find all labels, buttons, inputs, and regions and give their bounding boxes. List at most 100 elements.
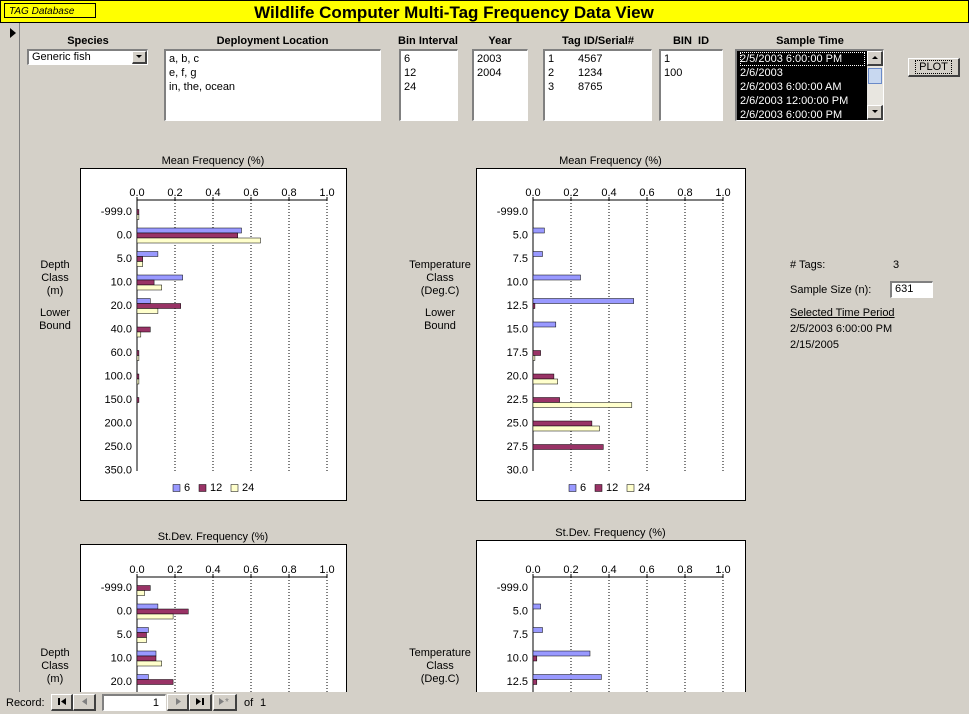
bar [532,251,543,257]
legend-swatch [172,484,181,492]
x-tick-label: 0.2 [563,187,578,199]
list-item[interactable]: 2/6/2003 [740,67,783,79]
y-axis-note: Bound [424,320,456,332]
list-item[interactable]: 1 [664,53,671,65]
list-item[interactable]: 2/6/2003 6:00:00 AM [740,81,842,93]
bar [136,632,147,638]
record-of: of [244,697,254,709]
list-item[interactable]: 2003 [477,53,502,65]
y-tick-label: 250.0 [104,441,132,453]
list-item[interactable]: 100 [664,67,683,79]
x-tick-label: 0.8 [281,187,296,199]
y-tick-label: 0.0 [117,605,132,617]
list-item[interactable]: 24 [404,81,417,93]
species-label: Species [67,35,109,47]
last-record[interactable] [189,694,212,711]
combo-dropdown[interactable] [132,51,147,64]
prev-icon [82,698,87,705]
x-tick-label: 0.4 [205,564,220,576]
y-tick-label: 15.0 [507,323,528,335]
list-item[interactable]: 2/6/2003 12:00:00 PM [740,95,849,107]
list-item[interactable]: 2004 [477,67,502,79]
sample-size-value: 631 [895,283,914,295]
bar [532,627,543,633]
deployment-label: Deployment Location [216,35,329,47]
y-axis-note: Lower [425,307,455,319]
list-item[interactable]: e, f, g [169,67,197,79]
scroll-up[interactable] [867,51,883,66]
legend-label: 6 [580,482,586,494]
list-item[interactable]: 2/5/2003 6:00:00 PM [740,52,865,66]
scroll-thumb[interactable] [868,68,882,84]
last-icon [196,698,204,705]
x-tick-label: 1.0 [319,187,334,199]
bar [532,321,557,328]
x-tick-label: 0.6 [639,564,654,576]
list-item[interactable]: a, b, c [169,53,199,65]
year-list[interactable]: 2003 2004 [472,49,528,121]
species-combo[interactable]: Generic fish [27,49,148,65]
bar [136,274,183,281]
list-item[interactable]: in, the, ocean [169,81,236,93]
y-axis-label: Depth [40,647,69,659]
chart-frame [80,544,347,705]
period-start: 2/5/2003 6:00:00 PM [790,323,893,335]
y-tick-label: 10.0 [507,276,528,288]
bar [532,355,536,361]
y-tick-label: 17.5 [507,347,528,359]
next-record[interactable] [167,694,189,711]
x-tick-label: 1.0 [715,564,730,576]
legend-label: 24 [242,482,254,494]
scroll-down[interactable] [867,105,883,120]
first-record[interactable] [51,694,73,711]
tag-row[interactable]: 3 8765 [548,80,648,94]
y-axis-label: (m) [47,285,64,297]
bar [532,274,581,281]
chart-title: St.Dev. Frequency (%) [555,527,665,539]
record-selector[interactable] [0,23,20,692]
tag-row[interactable]: 2 1234 [548,66,648,80]
legend-swatch [198,484,207,492]
sample-time-list[interactable]: 2/5/2003 6:00:00 PM 2/6/2003 2/6/2003 6:00… [735,49,884,121]
list-item[interactable]: 12 [404,67,417,79]
x-tick-label: 1.0 [319,564,334,576]
x-tick-label: 0.8 [281,564,296,576]
new-record[interactable]: * [213,694,237,711]
sample-size-field[interactable]: 631 [890,281,933,298]
y-axis-note: Bound [39,320,71,332]
bin-interval-list[interactable]: 6 12 24 [399,49,458,121]
x-tick-label: 0.4 [205,187,220,199]
deployment-list[interactable]: a, b, c e, f, g in, the, ocean [164,49,381,121]
legend-swatch [568,484,577,492]
chart-title: Mean Frequency (%) [559,155,662,167]
list-item[interactable]: 6 [404,53,411,65]
prev-record[interactable] [73,694,96,711]
tag-id-list[interactable]: 1 4567 2 1234 3 8765 [543,49,652,121]
y-tick-label: 60.0 [111,347,132,359]
list-item[interactable]: 2/6/2003 6:00:00 PM [740,109,843,121]
plot-button[interactable]: PLOT [908,58,960,77]
record-field[interactable]: 1 [102,694,166,711]
tag-row[interactable]: 1 4567 [548,52,648,66]
y-tick-label: 40.0 [111,323,132,335]
y-axis-label: Class [426,272,454,284]
x-tick-label: 0.8 [677,187,692,199]
bin-id-list[interactable]: 1 100 [659,49,723,121]
app-label: TAG Database [4,3,96,18]
bin-interval-label: Bin Interval [398,35,458,47]
y-tick-label: 25.0 [507,417,528,429]
bar [136,603,159,610]
bar [136,655,157,662]
legend-swatch [594,484,603,492]
bar [532,674,602,680]
y-tick-label: 20.0 [111,300,132,312]
bar [532,679,538,685]
x-tick-label: 0.2 [563,564,578,576]
x-tick-label: 0.4 [601,564,616,576]
bar [136,303,181,309]
y-tick-label: -999.0 [101,206,132,218]
record-total: 1 [260,697,267,709]
scrollbar[interactable] [867,51,883,120]
sample-size-label: Sample Size (n): [790,284,872,296]
new-icon: * [219,697,229,708]
